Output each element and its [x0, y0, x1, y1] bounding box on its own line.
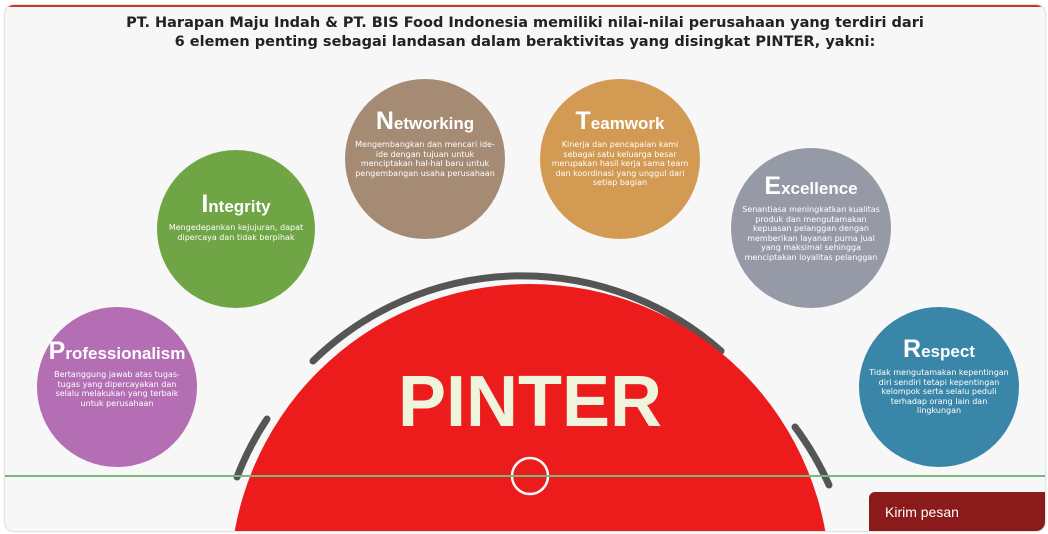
dome-arc-top: [309, 272, 725, 365]
value-rest: eamwork: [590, 114, 665, 133]
value-title: Excellence: [731, 174, 891, 199]
baseline: [5, 475, 1045, 477]
value-initial: T: [575, 107, 591, 135]
value-initial: I: [201, 190, 209, 218]
top-accent-line: [5, 5, 1045, 7]
dome-arc-right: [791, 423, 833, 489]
value-initial: P: [48, 337, 66, 365]
value-teamwork: Teamwork Kinerja dan pencapaian kami seb…: [540, 79, 700, 239]
value-initial: R: [903, 335, 922, 363]
value-professionalism: Professionalism Bertanggung jawab atas t…: [37, 307, 197, 467]
value-networking: Networking Mengembangkan dan mencari ide…: [345, 79, 505, 239]
pinter-dome-graphic: PINTER: [233, 272, 833, 531]
value-title: Professionalism: [37, 339, 197, 364]
value-title: Teamwork: [540, 109, 700, 134]
value-respect: Respect Tidak mengutamakan kepentingan d…: [859, 307, 1019, 467]
value-desc: Bertanggung jawab atas tugas-tugas yang …: [54, 370, 180, 408]
value-rest: rofessionalism: [65, 344, 186, 363]
value-title: Integrity: [157, 192, 315, 217]
value-rest: espect: [921, 342, 975, 361]
value-desc: Senantiasa meningkatkan kualitas produk …: [742, 205, 880, 262]
value-desc: Mengembangkan dan mencari ide-ide dengan…: [355, 140, 495, 178]
pinter-label: PINTER: [398, 362, 662, 442]
value-rest: xcellence: [781, 179, 858, 198]
value-desc: Tidak mengutamakan kepentingan diri send…: [869, 368, 1009, 416]
content-frame: PT. Harapan Maju Indah & PT. BIS Food In…: [4, 4, 1046, 532]
heading-line-1: PT. Harapan Maju Indah & PT. BIS Food In…: [126, 15, 924, 31]
value-desc: Mengedepankan kejujuran, dapat dipercaya…: [168, 223, 304, 242]
value-title: Respect: [859, 337, 1019, 362]
value-initial: E: [764, 172, 782, 200]
page-heading: PT. Harapan Maju Indah & PT. BIS Food In…: [5, 14, 1045, 52]
value-initial: N: [375, 107, 394, 135]
heading-line-2: 6 elemen penting sebagai landasan dalam …: [174, 34, 876, 50]
kirim-pesan-button[interactable]: Kirim pesan: [869, 492, 1045, 531]
value-title: Networking: [345, 109, 505, 134]
red-dome: [234, 284, 826, 531]
value-desc: Kinerja dan pencapaian kami sebagai satu…: [551, 140, 689, 188]
value-integrity: Integrity Mengedepankan kejujuran, dapat…: [157, 150, 315, 308]
dome-arc-left: [233, 415, 271, 481]
value-rest: ntegrity: [208, 197, 271, 216]
value-excellence: Excellence Senantiasa meningkatkan kuali…: [731, 148, 891, 308]
value-rest: etworking: [393, 114, 475, 133]
